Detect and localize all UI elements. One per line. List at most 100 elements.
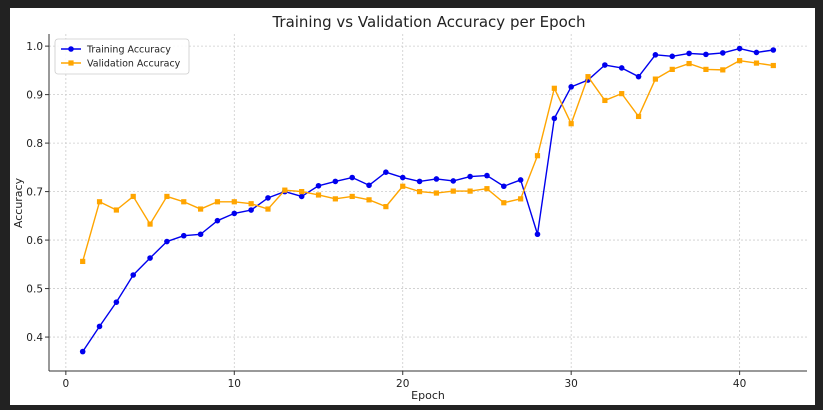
training-accuracy-point xyxy=(517,177,524,183)
validation-accuracy-point xyxy=(366,197,372,203)
validation-accuracy-point xyxy=(349,193,355,200)
training-accuracy-point xyxy=(383,169,389,175)
validation-accuracy-point xyxy=(231,199,237,205)
training-accuracy-point xyxy=(366,182,372,189)
validation-accuracy-point xyxy=(265,206,271,212)
training-accuracy-point xyxy=(602,62,608,68)
validation-accuracy-line xyxy=(82,59,774,262)
training-accuracy-point xyxy=(719,50,726,56)
y-tick-label: 0.9 xyxy=(26,90,43,102)
training-accuracy-point xyxy=(265,195,271,201)
training-accuracy-point xyxy=(214,217,221,224)
validation-accuracy-point xyxy=(467,188,473,194)
legend-training-accuracy-marker xyxy=(68,46,74,52)
grid-lines xyxy=(49,34,807,371)
validation-accuracy-point xyxy=(181,199,187,205)
training-accuracy-point xyxy=(96,323,103,330)
training-accuracy-point xyxy=(113,299,120,305)
training-accuracy-point xyxy=(551,115,558,122)
validation-accuracy-point xyxy=(282,187,288,193)
y-tick-label: 0.4 xyxy=(26,332,43,344)
training-accuracy-point xyxy=(332,178,339,185)
validation-accuracy-point xyxy=(737,58,743,64)
validation-accuracy-point xyxy=(248,201,254,207)
training-accuracy-point xyxy=(180,232,187,239)
training-accuracy-point xyxy=(686,50,692,57)
y-tick-label: 1.0 xyxy=(26,41,43,53)
training-accuracy-point xyxy=(652,52,659,58)
validation-accuracy-point xyxy=(400,183,406,189)
validation-accuracy-point xyxy=(770,62,776,69)
x-tick-label: 40 xyxy=(733,378,746,390)
validation-accuracy-point xyxy=(484,186,490,192)
validation-accuracy-point xyxy=(602,97,608,104)
legend: Training Accuracy Validation Accuracy xyxy=(54,38,190,75)
training-accuracy-point xyxy=(399,174,406,181)
validation-accuracy-point xyxy=(214,199,221,205)
validation-accuracy-point xyxy=(96,199,103,205)
training-accuracy-point xyxy=(770,47,777,53)
y-tick-label: 0.6 xyxy=(26,235,43,247)
validation-accuracy-point xyxy=(669,66,675,72)
validation-accuracy-point xyxy=(164,193,170,200)
validation-accuracy-point xyxy=(198,206,204,212)
x-tick-label: 10 xyxy=(228,378,241,390)
training-accuracy-point xyxy=(484,172,490,179)
validation-accuracy-point xyxy=(753,60,760,66)
validation-accuracy-point xyxy=(686,60,692,67)
validation-accuracy-point xyxy=(80,258,86,265)
training-accuracy-point xyxy=(197,231,204,238)
validation-accuracy-point xyxy=(450,188,456,194)
series-layer xyxy=(79,45,777,355)
training-accuracy-point xyxy=(467,173,473,180)
validation-accuracy-point xyxy=(551,85,557,91)
chart-figure: Training vs Validation Accuracy per Epoc… xyxy=(10,8,815,405)
x-tick-label: 0 xyxy=(63,378,70,390)
y-tick-label: 0.5 xyxy=(26,284,43,296)
chart-title: Training vs Validation Accuracy per Epoc… xyxy=(271,13,585,31)
validation-accuracy-point xyxy=(147,221,153,227)
accuracy-line-chart: Training vs Validation Accuracy per Epoc… xyxy=(12,13,807,402)
y-tick-label: 0.7 xyxy=(26,187,43,199)
training-accuracy-line xyxy=(82,47,774,352)
legend-training-accuracy-label: Training Accuracy xyxy=(86,45,171,56)
validation-accuracy-point xyxy=(416,188,423,195)
axes: 0 10 20 30 40 0.4 0.5 0.6 0.7 0.8 0.9 1.0 xyxy=(26,34,807,390)
training-accuracy-point xyxy=(164,238,170,245)
training-accuracy-point xyxy=(669,53,676,60)
training-accuracy-point xyxy=(130,272,137,278)
validation-accuracy-point xyxy=(315,192,322,198)
validation-accuracy-point xyxy=(568,121,574,127)
legend-validation-accuracy-marker xyxy=(68,60,74,66)
validation-accuracy-point xyxy=(619,91,625,97)
training-accuracy-point xyxy=(433,176,440,182)
training-accuracy-point xyxy=(450,178,457,184)
training-accuracy-point xyxy=(231,210,238,217)
training-accuracy-point xyxy=(568,84,574,90)
training-accuracy-point xyxy=(501,183,507,190)
training-accuracy-point xyxy=(298,193,305,200)
training-accuracy-point xyxy=(349,174,356,181)
training-accuracy-point xyxy=(618,65,625,71)
training-accuracy-point xyxy=(736,45,743,52)
training-accuracy-point xyxy=(416,178,423,185)
validation-accuracy-point xyxy=(383,204,389,210)
x-tick-label: 30 xyxy=(564,378,577,390)
training-accuracy-point xyxy=(635,73,642,80)
training-accuracy-point xyxy=(248,207,254,213)
validation-accuracy-point xyxy=(720,67,726,73)
validation-accuracy-point xyxy=(130,193,136,200)
validation-accuracy-point xyxy=(113,207,119,213)
y-tick-label: 0.8 xyxy=(26,138,43,150)
training-accuracy-point xyxy=(79,348,86,355)
validation-accuracy-point xyxy=(299,188,305,195)
x-tick-label: 20 xyxy=(396,378,409,390)
training-accuracy-point xyxy=(315,182,322,189)
validation-accuracy-point xyxy=(534,153,541,159)
training-accuracy-point xyxy=(703,51,709,58)
validation-accuracy-point xyxy=(635,113,642,120)
x-axis-title: Epoch xyxy=(411,389,445,402)
training-accuracy-point xyxy=(534,231,541,238)
validation-accuracy-point xyxy=(332,196,338,202)
validation-accuracy-point xyxy=(652,76,658,82)
